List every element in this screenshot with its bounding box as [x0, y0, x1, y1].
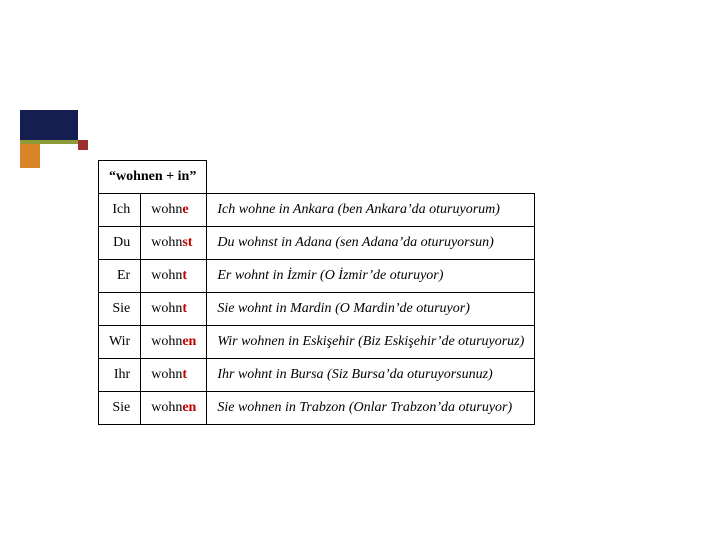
table-row: DuwohnstDu wohnst in Adana (sen Adana’da… [99, 227, 535, 260]
example-predicate: wohnt in İzmir [231, 268, 320, 283]
pronoun-cell: Ihr [99, 359, 141, 392]
verb-stem: wohn [151, 301, 182, 316]
example-subject: Ich [217, 202, 235, 217]
example-subject: Ihr [217, 367, 234, 382]
verb-stem: wohn [151, 334, 182, 349]
table-row: SiewohntSie wohnt in Mardin (O Mardin’de… [99, 293, 535, 326]
conjugation-cell: wohne [141, 194, 207, 227]
verb-ending: e [182, 202, 188, 217]
example-cell: Ich wohne in Ankara (ben Ankara’da oturu… [207, 194, 535, 227]
conjugation-cell: wohnt [141, 359, 207, 392]
accent-red-block [78, 140, 88, 150]
example-translation: (sen Adana’da oturuyorsun) [335, 235, 493, 250]
verb-stem: wohn [151, 400, 182, 415]
example-cell: Sie wohnt in Mardin (O Mardin’de oturuyo… [207, 293, 535, 326]
example-subject: Wir [217, 334, 237, 349]
example-translation: (Siz Bursa’da oturuyorsunuz) [327, 367, 493, 382]
pronoun-cell: Du [99, 227, 141, 260]
example-translation: (O Mardin’de oturuyor) [335, 301, 470, 316]
accent-navy-block [20, 110, 78, 140]
example-subject: Er [217, 268, 231, 283]
table-row: IchwohneIch wohne in Ankara (ben Ankara’… [99, 194, 535, 227]
verb-stem: wohn [151, 202, 182, 217]
pronoun-cell: Wir [99, 326, 141, 359]
example-cell: Ihr wohnt in Bursa (Siz Bursa’da oturuyo… [207, 359, 535, 392]
example-translation: (Onlar Trabzon’da oturuyor) [349, 400, 512, 415]
conjugation-cell: wohnt [141, 293, 207, 326]
verb-ending: t [182, 301, 187, 316]
pronoun-cell: Sie [99, 293, 141, 326]
table-row: ErwohntEr wohnt in İzmir (O İzmir’de otu… [99, 260, 535, 293]
table-header-row: “wohnen + in” [99, 161, 535, 194]
accent-orange-block [20, 144, 40, 168]
example-translation: (O İzmir’de oturuyor) [320, 268, 443, 283]
table-header-empty [207, 161, 535, 194]
table-row: WirwohnenWir wohnen in Eskişehir (Biz Es… [99, 326, 535, 359]
conjugation-cell: wohnt [141, 260, 207, 293]
example-predicate: wohne in Ankara [235, 202, 337, 217]
verb-ending: t [182, 268, 187, 283]
verb-ending: t [182, 367, 187, 382]
example-predicate: wohnt in Mardin [238, 301, 335, 316]
pronoun-cell: Sie [99, 392, 141, 425]
example-predicate: wohnen in Eskişehir [238, 334, 359, 349]
conjugation-cell: wohnen [141, 392, 207, 425]
verb-stem: wohn [151, 367, 182, 382]
table-row: SiewohnenSie wohnen in Trabzon (Onlar Tr… [99, 392, 535, 425]
verb-ending: st [182, 235, 192, 250]
verb-stem: wohn [151, 235, 182, 250]
example-predicate: wohnst in Adana [234, 235, 335, 250]
table-header: “wohnen + in” [99, 161, 207, 194]
example-cell: Du wohnst in Adana (sen Adana’da oturuyo… [207, 227, 535, 260]
example-predicate: wohnt in Bursa [234, 367, 327, 382]
example-cell: Wir wohnen in Eskişehir (Biz Eskişehir’d… [207, 326, 535, 359]
example-subject: Sie [217, 400, 234, 415]
verb-ending: en [182, 400, 196, 415]
verb-ending: en [182, 334, 196, 349]
example-cell: Sie wohnen in Trabzon (Onlar Trabzon’da … [207, 392, 535, 425]
conjugation-cell: wohnen [141, 326, 207, 359]
table-row: IhrwohntIhr wohnt in Bursa (Siz Bursa’da… [99, 359, 535, 392]
slide-corner-accent [20, 110, 88, 168]
example-cell: Er wohnt in İzmir (O İzmir’de oturuyor) [207, 260, 535, 293]
pronoun-cell: Ich [99, 194, 141, 227]
example-subject: Sie [217, 301, 238, 316]
example-translation: (Biz Eskişehir’de oturuyoruz) [358, 334, 524, 349]
conjugation-table: “wohnen + in” IchwohneIch wohne in Ankar… [98, 160, 535, 425]
verb-stem: wohn [151, 268, 182, 283]
pronoun-cell: Er [99, 260, 141, 293]
conjugation-cell: wohnst [141, 227, 207, 260]
example-translation: (ben Ankara’da oturuyorum) [338, 202, 500, 217]
example-subject: Du [217, 235, 234, 250]
example-predicate: wohnen in Trabzon [234, 400, 348, 415]
